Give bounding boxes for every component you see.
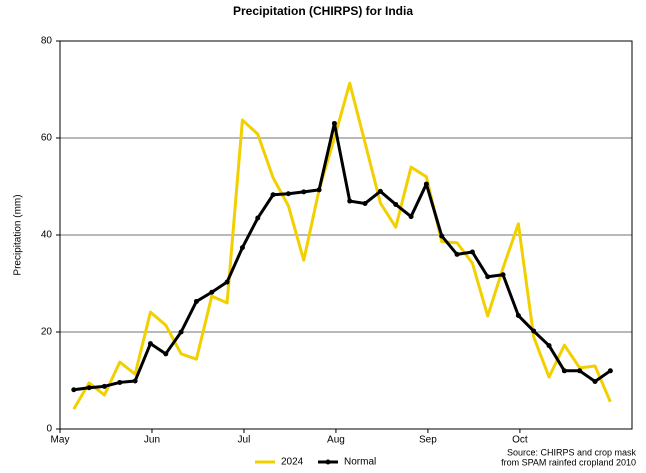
chart-title: Precipitation (CHIRPS) for India bbox=[233, 4, 413, 18]
point bbox=[500, 272, 506, 278]
y-tick-label: 0 bbox=[46, 424, 52, 435]
point bbox=[331, 120, 337, 126]
point bbox=[454, 251, 460, 257]
point bbox=[224, 279, 230, 285]
point bbox=[132, 378, 138, 384]
legend-label: Normal bbox=[344, 457, 376, 468]
x-tick-label: Jul bbox=[238, 435, 251, 446]
x-tick-label: Jun bbox=[144, 435, 160, 446]
plot-frame bbox=[59, 40, 633, 430]
point bbox=[147, 341, 153, 347]
point bbox=[469, 249, 475, 255]
point bbox=[408, 214, 414, 220]
series-line bbox=[72, 81, 612, 410]
legend-label: 2024 bbox=[281, 457, 304, 468]
x-tick-label: Oct bbox=[512, 435, 528, 446]
point bbox=[101, 383, 107, 389]
point bbox=[193, 298, 199, 304]
y-tick-label: 40 bbox=[41, 230, 53, 241]
point bbox=[117, 379, 123, 385]
source-note: Source: CHIRPS and crop mask bbox=[507, 447, 637, 457]
point bbox=[163, 351, 169, 357]
point bbox=[515, 313, 521, 319]
point bbox=[423, 181, 429, 187]
point bbox=[239, 245, 245, 251]
point bbox=[270, 192, 276, 198]
point bbox=[86, 385, 92, 391]
point bbox=[531, 328, 537, 334]
x-tick-label: May bbox=[51, 435, 70, 446]
point bbox=[71, 387, 77, 393]
point bbox=[377, 188, 383, 194]
point bbox=[255, 215, 261, 221]
point bbox=[301, 189, 307, 195]
point bbox=[439, 233, 445, 239]
point bbox=[577, 368, 583, 374]
point bbox=[561, 368, 567, 374]
point bbox=[316, 187, 322, 193]
y-axis-label: Precipitation (mm) bbox=[13, 194, 24, 275]
series-line bbox=[73, 121, 612, 392]
point bbox=[347, 198, 353, 204]
point bbox=[209, 289, 215, 295]
y-tick-label: 20 bbox=[41, 327, 53, 338]
point bbox=[607, 368, 613, 374]
x-tick-label: Aug bbox=[327, 435, 345, 446]
point bbox=[393, 201, 399, 207]
point bbox=[362, 200, 368, 206]
point bbox=[178, 329, 184, 335]
point bbox=[546, 343, 552, 349]
x-tick-label: Sep bbox=[419, 435, 437, 446]
point bbox=[485, 274, 491, 280]
source-note: from SPAM rainfed cropland 2010 bbox=[501, 457, 636, 467]
point bbox=[285, 191, 291, 197]
legend-marker bbox=[325, 459, 331, 465]
point bbox=[592, 378, 598, 384]
y-tick-label: 80 bbox=[41, 36, 53, 47]
y-tick-label: 60 bbox=[41, 133, 53, 144]
